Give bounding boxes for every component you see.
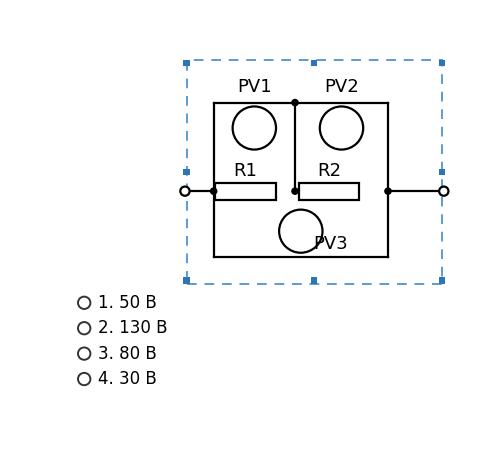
Circle shape [385, 188, 391, 194]
Text: 2. 130 B: 2. 130 B [98, 319, 168, 337]
Circle shape [292, 188, 298, 194]
Bar [184, 169, 190, 175]
Text: PV2: PV2 [324, 78, 359, 96]
Circle shape [210, 188, 216, 194]
Bar [184, 277, 190, 283]
Text: R2: R2 [317, 162, 341, 180]
Circle shape [439, 187, 448, 196]
Bar [312, 277, 318, 283]
Text: PV3: PV3 [313, 235, 348, 253]
Bar [299, 183, 360, 200]
Text: R1: R1 [234, 162, 258, 180]
Bar [439, 60, 446, 66]
Bar [215, 183, 276, 200]
Bar [312, 60, 318, 66]
Circle shape [292, 100, 298, 106]
Text: 4. 30 B: 4. 30 B [98, 370, 157, 388]
Circle shape [180, 187, 190, 196]
Text: 3. 80 B: 3. 80 B [98, 345, 157, 363]
Bar [439, 277, 446, 283]
Text: 1. 50 B: 1. 50 B [98, 294, 157, 312]
Bar [184, 60, 190, 66]
Bar [439, 169, 446, 175]
Text: PV1: PV1 [237, 78, 272, 96]
